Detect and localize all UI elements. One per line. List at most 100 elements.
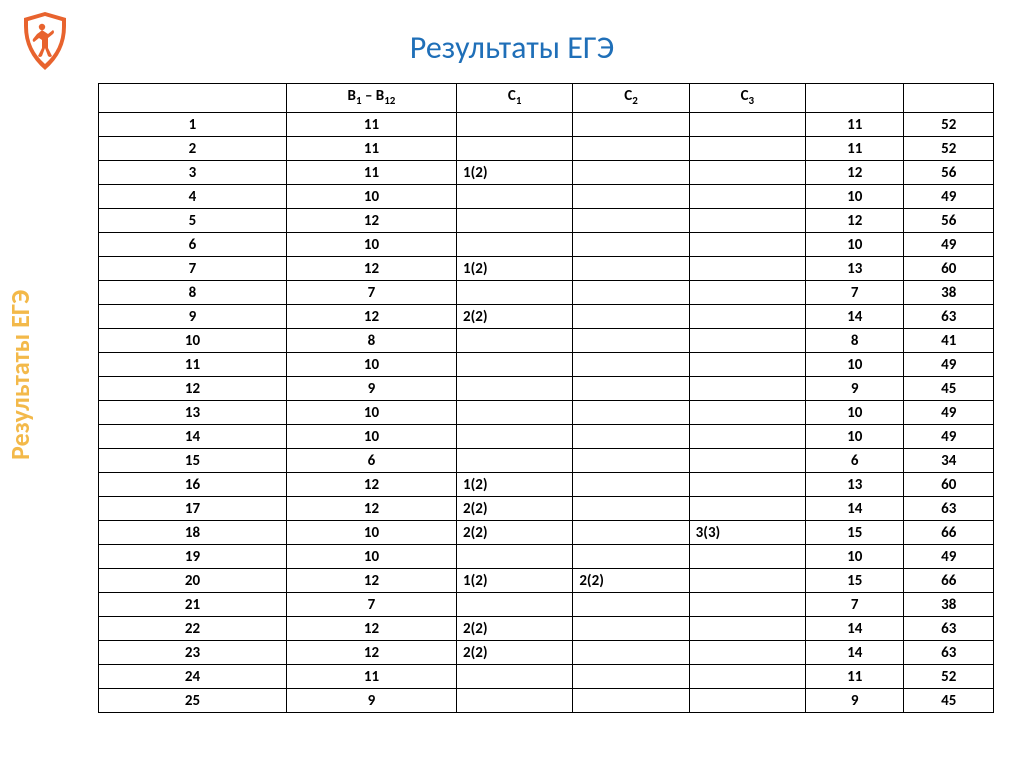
table-header-row: B1 – B12C1C2C3 (99, 84, 994, 113)
table-cell (573, 185, 689, 209)
table-cell: 63 (904, 497, 994, 521)
table-row: 24111152 (99, 665, 994, 689)
table-cell (689, 185, 805, 209)
table-cell: 11 (806, 665, 904, 689)
shield-logo (18, 10, 72, 72)
table-cell (573, 689, 689, 713)
table-cell (573, 305, 689, 329)
table-cell: 15 (99, 449, 287, 473)
table-cell: 10 (286, 233, 456, 257)
table-cell: 12 (286, 497, 456, 521)
table-row: 2111152 (99, 137, 994, 161)
table-header-cell (806, 84, 904, 113)
table-cell: 12 (99, 377, 287, 401)
table-cell: 25 (99, 689, 287, 713)
table-cell (456, 593, 572, 617)
table-cell: 60 (904, 257, 994, 281)
table-cell (573, 425, 689, 449)
table-cell: 12 (286, 209, 456, 233)
table-cell: 10 (286, 353, 456, 377)
table-cell: 20 (99, 569, 287, 593)
table-cell (573, 113, 689, 137)
table-cell (689, 425, 805, 449)
table-cell: 9 (99, 305, 287, 329)
table-cell (573, 377, 689, 401)
table-cell: 49 (904, 401, 994, 425)
table-header-cell: B1 – B12 (286, 84, 456, 113)
table-cell: 14 (806, 497, 904, 521)
table-cell (573, 641, 689, 665)
table-cell: 10 (806, 545, 904, 569)
table-cell: 19 (99, 545, 287, 569)
table-cell (689, 617, 805, 641)
table-cell (573, 209, 689, 233)
table-row: 1111152 (99, 113, 994, 137)
table-cell: 11 (806, 137, 904, 161)
table-cell (689, 593, 805, 617)
table-cell (573, 497, 689, 521)
table-cell (456, 329, 572, 353)
table-row: 23122(2)1463 (99, 641, 994, 665)
table-cell: 41 (904, 329, 994, 353)
table-cell: 14 (806, 617, 904, 641)
table-header-cell: C2 (573, 84, 689, 113)
table-cell: 8 (286, 329, 456, 353)
table-cell: 10 (286, 425, 456, 449)
table-cell: 52 (904, 137, 994, 161)
table-cell: 23 (99, 641, 287, 665)
table-cell: 38 (904, 593, 994, 617)
table-cell (456, 377, 572, 401)
table-cell: 17 (99, 497, 287, 521)
results-table: B1 – B12C1C2C3 111115221111523111(2)1256… (98, 83, 994, 713)
table-cell: 3(3) (689, 521, 805, 545)
table-cell: 10 (286, 521, 456, 545)
table-cell: 2 (99, 137, 287, 161)
table-cell: 1(2) (456, 161, 572, 185)
table-cell: 2(2) (456, 497, 572, 521)
table-cell: 1 (99, 113, 287, 137)
table-cell: 66 (904, 521, 994, 545)
table-cell (689, 257, 805, 281)
table-cell: 9 (806, 689, 904, 713)
table-cell: 7 (99, 257, 287, 281)
table-cell: 63 (904, 305, 994, 329)
table-cell (573, 161, 689, 185)
table-cell: 14 (806, 641, 904, 665)
table-cell: 6 (286, 449, 456, 473)
table-cell: 4 (99, 185, 287, 209)
table-cell: 13 (806, 473, 904, 497)
table-cell: 49 (904, 425, 994, 449)
table-cell: 7 (806, 593, 904, 617)
table-cell (689, 329, 805, 353)
table-cell: 63 (904, 617, 994, 641)
table-row: 259945 (99, 689, 994, 713)
table-cell: 34 (904, 449, 994, 473)
table-cell: 11 (286, 665, 456, 689)
table-row: 19101049 (99, 545, 994, 569)
table-cell: 6 (99, 233, 287, 257)
table-cell: 12 (286, 569, 456, 593)
table-cell: 8 (99, 281, 287, 305)
table-row: 5121256 (99, 209, 994, 233)
table-cell (689, 113, 805, 137)
table-cell (456, 209, 572, 233)
table-cell (456, 353, 572, 377)
table-cell: 10 (99, 329, 287, 353)
table-cell: 9 (806, 377, 904, 401)
table-cell: 10 (806, 353, 904, 377)
table-cell: 16 (99, 473, 287, 497)
page-title: Результаты ЕГЭ (0, 0, 1024, 83)
table-cell (689, 233, 805, 257)
table-cell (689, 281, 805, 305)
table-cell: 11 (286, 113, 456, 137)
table-cell (689, 161, 805, 185)
table-row: 9122(2)1463 (99, 305, 994, 329)
table-cell (456, 449, 572, 473)
table-cell (573, 257, 689, 281)
table-cell (573, 353, 689, 377)
table-cell: 3 (99, 161, 287, 185)
table-cell: 14 (99, 425, 287, 449)
table-cell: 1(2) (456, 569, 572, 593)
table-cell: 2(2) (456, 641, 572, 665)
table-cell (456, 233, 572, 257)
